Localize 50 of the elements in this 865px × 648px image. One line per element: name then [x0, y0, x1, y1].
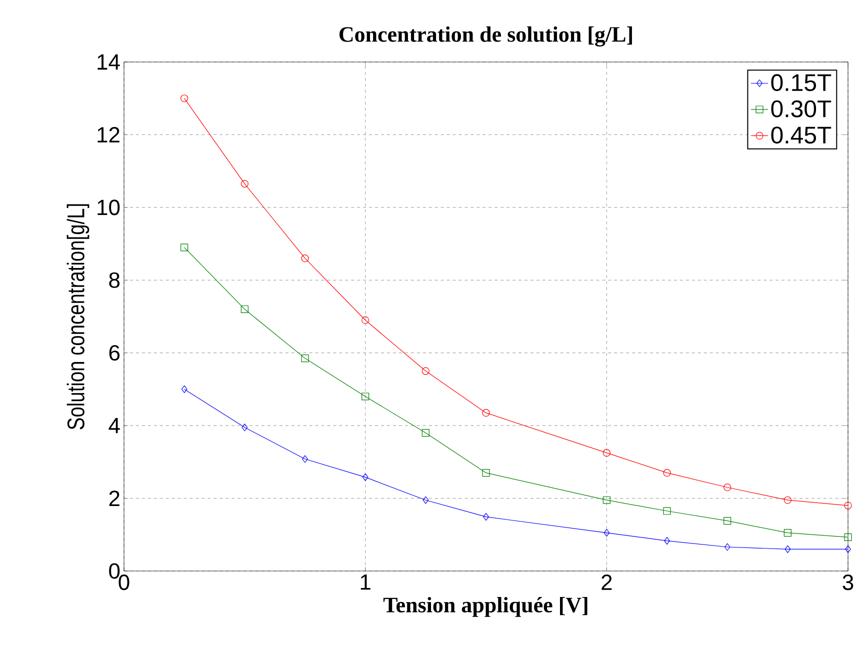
point: [180, 244, 188, 252]
point: [181, 385, 188, 393]
point: [302, 455, 308, 463]
point: [663, 507, 671, 515]
point: [362, 473, 368, 481]
point: [483, 513, 489, 521]
y-tick-label: 8: [109, 272, 120, 288]
y-tick-label: 6: [109, 345, 120, 361]
point: [664, 537, 670, 545]
point: [724, 517, 732, 525]
chart-title: Concentration de solution [g/L]: [339, 26, 632, 46]
point: [482, 469, 490, 477]
point: [724, 543, 730, 551]
point: [301, 354, 309, 362]
point: [663, 469, 671, 477]
x-tick-label: 3: [842, 574, 854, 590]
x-tick-label: 1: [360, 574, 370, 590]
legend-label: 0.45T: [771, 126, 832, 144]
y-tick-label: 14: [98, 54, 120, 70]
legend-label: 0.15T: [771, 74, 832, 92]
point: [784, 496, 792, 504]
point: [602, 496, 610, 504]
point: [240, 305, 248, 314]
point: [784, 545, 791, 553]
point: [482, 409, 490, 417]
point: [422, 429, 430, 437]
legend-label: 0.30T: [771, 100, 832, 118]
point: [602, 449, 610, 457]
x-axis-title: Tension appliquée [V]: [383, 596, 588, 617]
point: [604, 529, 610, 537]
point: [362, 316, 370, 324]
point: [242, 424, 248, 432]
point: [422, 367, 430, 375]
point: [844, 502, 852, 510]
y-tick-label: 0: [109, 563, 120, 579]
y-tick-label: 4: [108, 418, 120, 434]
point: [844, 533, 852, 541]
y-tick-label: 10: [98, 200, 120, 216]
point: [240, 180, 248, 188]
x-tick-label: 2: [602, 574, 612, 590]
point: [845, 545, 851, 553]
y-axis-title: Solution concentration[g/L]: [66, 204, 90, 430]
point: [180, 94, 188, 102]
point: [422, 496, 429, 504]
y-tick-label: 12: [98, 127, 120, 142]
y-tick-label: 2: [109, 490, 120, 506]
point: [724, 484, 732, 492]
point: [301, 254, 309, 262]
point: [784, 529, 792, 537]
point: [362, 392, 370, 400]
